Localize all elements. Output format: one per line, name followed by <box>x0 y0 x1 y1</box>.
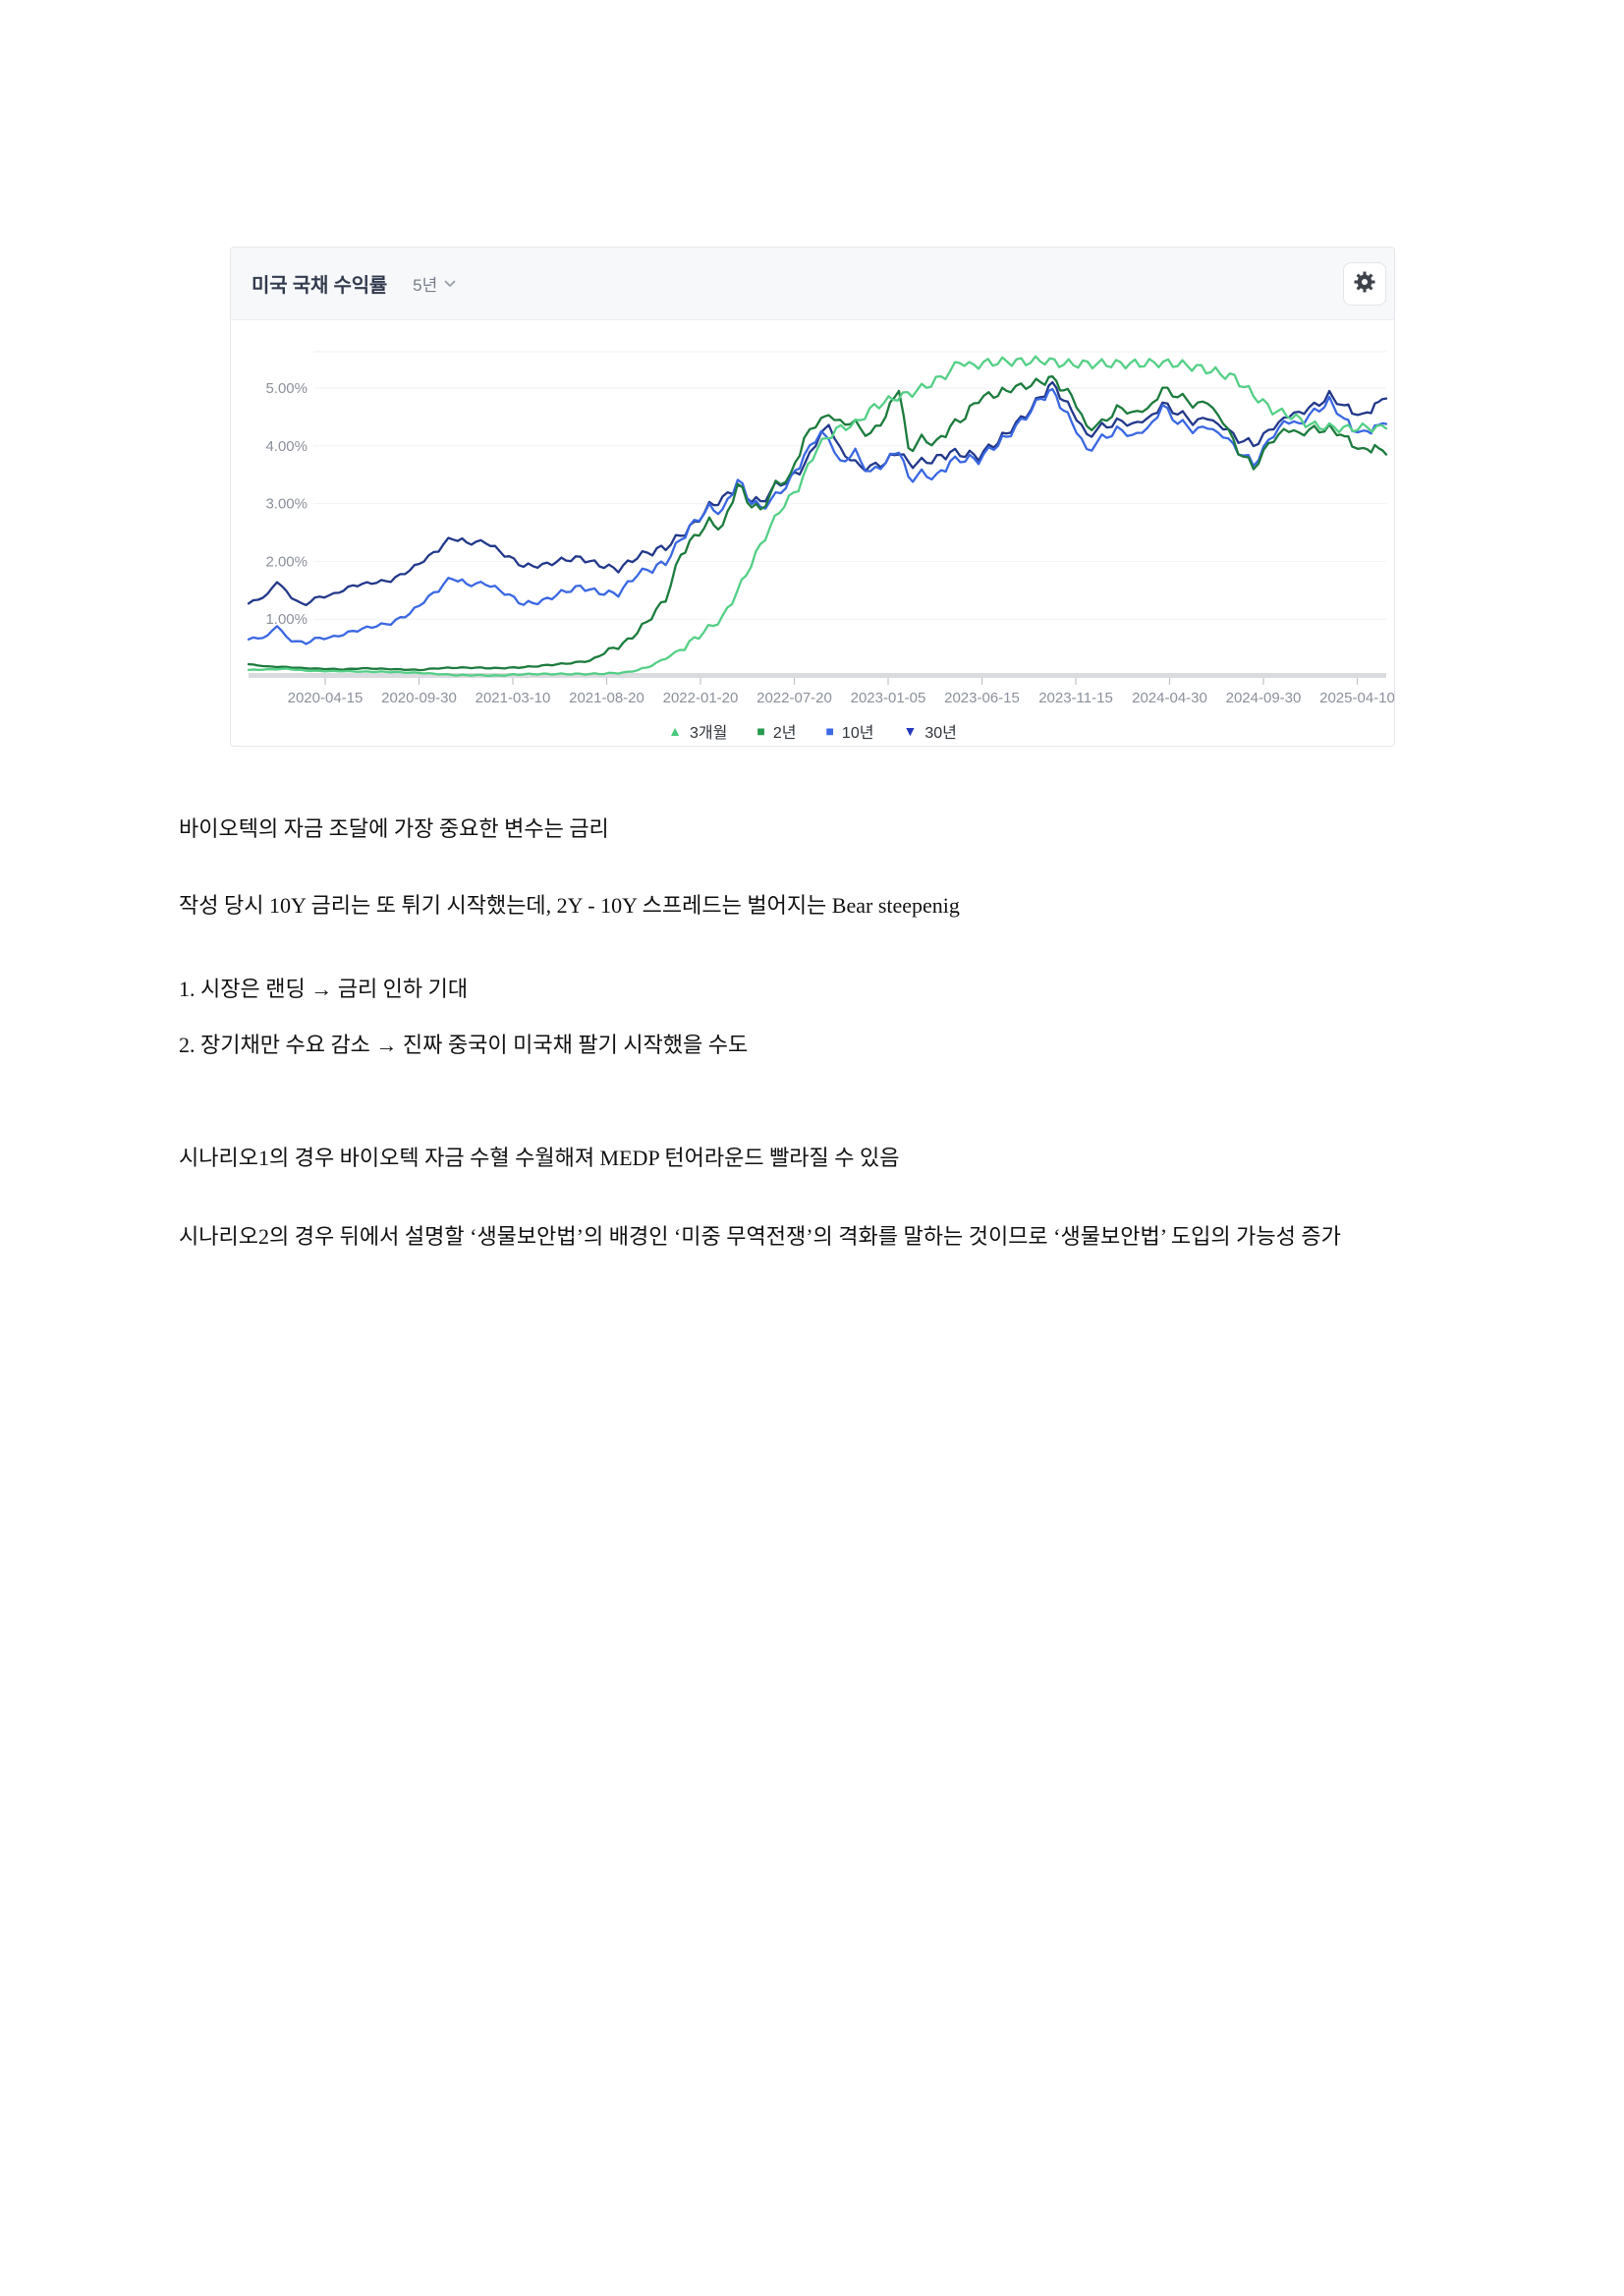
triangle-up-icon: ▲ <box>668 723 683 739</box>
square-icon: ■ <box>756 723 765 739</box>
paragraph-scenario1: 시나리오1의 경우 바이오텍 자금 수혈 수월해져 MEDP 턴어라운드 빨라질… <box>179 1146 900 1170</box>
chevron-down-icon <box>444 280 456 288</box>
y-axis-label: 3.00% <box>265 496 308 513</box>
x-axis-label: 2025-04-10 <box>1319 690 1394 706</box>
legend-label-3m: 3개월 <box>690 725 728 742</box>
x-axis-label: 2020-04-15 <box>288 690 364 706</box>
x-axis-label: 2024-09-30 <box>1226 690 1302 706</box>
chart-card-header: 미국 국채 수익률 5년 <box>231 248 1394 320</box>
x-axis-label: 2023-01-05 <box>851 690 926 706</box>
series-line-3m <box>247 355 1388 677</box>
x-axis-label: 2024-04-30 <box>1132 690 1207 706</box>
list-item-1: 1. 시장은 랜딩 → 금리 인하 기대 <box>179 977 469 1001</box>
paragraph-rates-importance: 바이오텍의 자금 조달에 가장 중요한 변수는 금리 <box>179 816 609 841</box>
square-icon: ■ <box>825 723 834 739</box>
x-axis-band <box>249 673 1386 678</box>
legend-item-10y[interactable]: ■ 10년 <box>825 719 873 743</box>
y-axis-label: 4.00% <box>265 438 308 455</box>
series-line-10y <box>247 387 1388 645</box>
x-axis-label: 2023-11-15 <box>1038 690 1113 706</box>
series-line-30y <box>247 380 1388 607</box>
range-selector-value: 5년 <box>413 276 438 295</box>
chart-body: 1.00% 2.00% 3.00% 4.00% 5.00% 2020-04-15 2020-… <box>231 320 1394 746</box>
yield-chart-plot[interactable]: 1.00% 2.00% 3.00% 4.00% 5.00% 2020-04-15 2020-… <box>231 320 1394 711</box>
series-line-2y <box>247 375 1388 672</box>
paragraph-bear-steepening: 작성 당시 10Y 금리는 또 튀기 시작했는데, 2Y - 10Y 스프레드는… <box>179 893 960 918</box>
chart-legend: ▲ 3개월 ■ 2년 ■ 10년 ▼ 30년 <box>231 716 1394 746</box>
x-axis-label: 2022-01-20 <box>663 690 739 706</box>
legend-item-2y[interactable]: ■ 2년 <box>756 719 796 743</box>
chart-title: 미국 국채 수익률 <box>252 275 388 297</box>
triangle-down-icon: ▼ <box>903 723 918 739</box>
x-axis-label: 2020-09-30 <box>381 690 457 706</box>
y-axis-label: 1.00% <box>265 611 308 628</box>
legend-label-30y: 30년 <box>924 725 957 742</box>
settings-button[interactable] <box>1343 261 1386 306</box>
paragraph-scenario2: 시나리오2의 경우 뒤에서 설명할 ‘생물보안법’의 배경인 ‘미중 무역전쟁’… <box>179 1224 1341 1249</box>
legend-label-2y: 2년 <box>772 725 797 742</box>
legend-item-30y[interactable]: ▼ 30년 <box>903 719 956 743</box>
y-axis-label: 2.00% <box>265 553 308 570</box>
legend-item-3m[interactable]: ▲ 3개월 <box>668 719 727 743</box>
x-axis-label: 2022-07-20 <box>756 690 832 706</box>
range-selector-dropdown[interactable]: 5년 <box>413 271 456 296</box>
gear-icon <box>1353 270 1376 297</box>
x-axis-label: 2021-08-20 <box>569 690 644 706</box>
scenario-list: 1. 시장은 랜딩 → 금리 인하 기대 2. 장기채만 수요 감소 → 진짜 … <box>179 968 1389 1066</box>
legend-label-10y: 10년 <box>841 725 874 742</box>
list-item-2: 2. 장기채만 수요 감소 → 진짜 중국이 미국채 팔기 시작했을 수도 <box>179 1033 749 1057</box>
us-treasury-yield-card: 미국 국채 수익률 5년 <box>230 247 1395 747</box>
commentary-text: 바이오텍의 자금 조달에 가장 중요한 변수는 금리 작성 당시 10Y 금리는… <box>179 808 1389 1258</box>
y-axis-label: 5.00% <box>265 380 308 397</box>
x-axis-label: 2021-03-10 <box>476 690 551 706</box>
x-axis-label: 2023-06-15 <box>944 690 1020 706</box>
